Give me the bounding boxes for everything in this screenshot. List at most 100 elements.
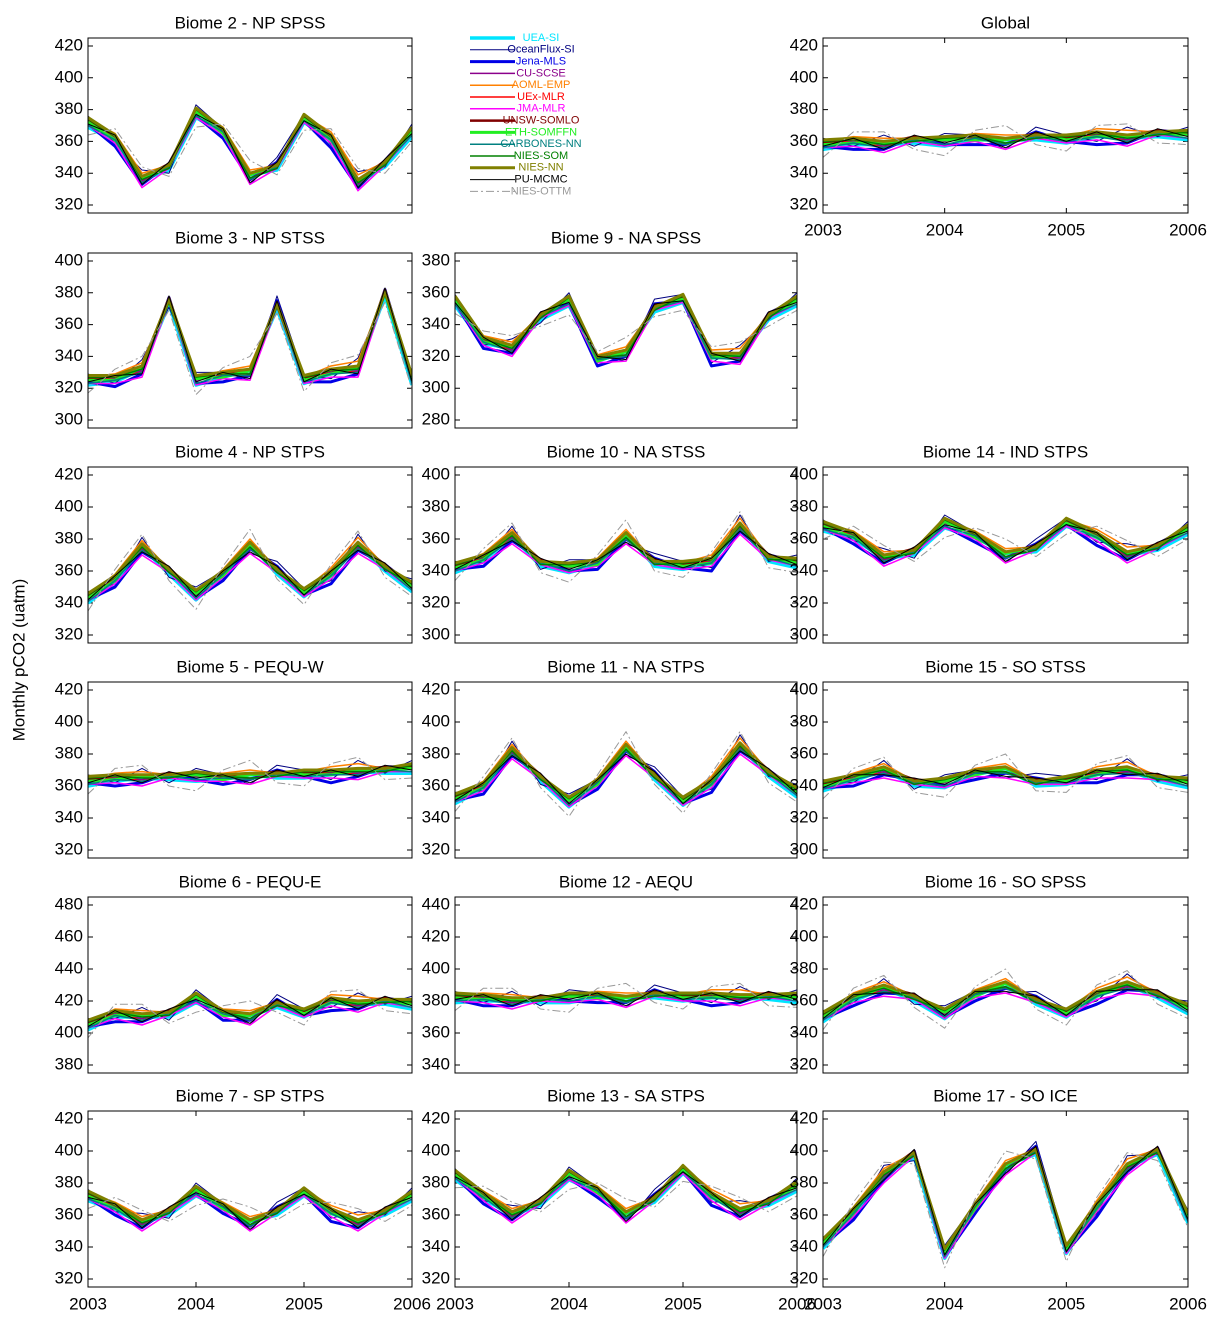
series-line (88, 762, 412, 778)
legend-label: Jena-MLS (516, 56, 566, 68)
series-line (823, 769, 1188, 789)
series-line (455, 530, 797, 570)
y-tick-label: 320 (790, 1054, 818, 1073)
x-tick-label: 2006 (1169, 1294, 1207, 1313)
y-tick-label: 400 (422, 1140, 450, 1159)
y-tick-label: 320 (55, 378, 83, 397)
series-line (823, 761, 1188, 784)
y-tick-label: 320 (422, 592, 450, 611)
axes-frame (822, 681, 1189, 859)
series-line (455, 528, 797, 572)
series-line (823, 775, 1188, 790)
plot-area (88, 38, 412, 213)
series-line (823, 523, 1188, 563)
y-tick-label: 320 (790, 195, 818, 214)
series-line (823, 519, 1188, 559)
y-tick-label: 380 (790, 99, 818, 118)
y-tick-label: 400 (55, 1140, 83, 1159)
series-group (88, 756, 412, 795)
plot-area (455, 897, 797, 1073)
y-tick-label: 340 (55, 592, 83, 611)
series-group (823, 968, 1188, 1031)
series-line (88, 1001, 412, 1029)
series-group (823, 514, 1188, 567)
series-line (823, 127, 1188, 143)
series-line (823, 980, 1188, 1014)
x-tick-label: 2005 (285, 1294, 323, 1313)
y-tick-label: 380 (55, 99, 83, 118)
axes-frame (87, 37, 413, 214)
series-line (823, 987, 1188, 1021)
series-line (823, 1150, 1188, 1258)
axes-frame (454, 681, 798, 859)
series-line (88, 993, 412, 1023)
panel-title: Biome 4 - NP STPS (175, 442, 325, 461)
x-tick-label: 2004 (177, 1294, 215, 1313)
panel: Biome 13 - SA STPS 320 340 360 380 400 420 2003… (422, 1086, 816, 1313)
panel: Biome 15 - SO STSS 300 320 340 360 380 400 (790, 657, 1189, 859)
y-tick-label: 400 (55, 1022, 83, 1041)
panel-title: Biome 15 - SO STSS (925, 657, 1086, 676)
y-tick-label: 300 (790, 839, 818, 858)
y-tick-label: 420 (55, 464, 83, 483)
series-line (455, 300, 797, 362)
legend-label: UEA-SI (523, 32, 560, 44)
y-tick-label: 340 (55, 163, 83, 182)
series-line (455, 521, 797, 565)
series-line (823, 519, 1188, 553)
panel-title: Biome 3 - NP STSS (175, 228, 325, 247)
series-line (455, 993, 797, 1005)
y-tick-label: 400 (790, 464, 818, 483)
y-tick-label: 280 (422, 410, 450, 429)
series-line (823, 984, 1188, 1015)
series-line (88, 769, 412, 786)
y-tick-label: 480 (55, 894, 83, 913)
series-line (88, 989, 412, 1039)
series-line (823, 989, 1188, 1019)
y-tick-label: 360 (422, 528, 450, 547)
axes-frame (87, 681, 413, 859)
plot-area (88, 253, 412, 428)
y-tick-label: 320 (422, 839, 450, 858)
y-tick-label: 340 (55, 807, 83, 826)
panel-title: Biome 14 - IND STPS (923, 442, 1088, 461)
series-line (455, 989, 797, 1007)
y-tick-label: 300 (790, 624, 818, 643)
y-tick-label: 400 (55, 496, 83, 515)
panel: Global 320 340 360 380 400 420 2003 2004 2005 2006 (790, 13, 1207, 239)
series-line (455, 517, 797, 566)
axes-frame (822, 37, 1189, 214)
legend-label: UNSW-SOMLO (503, 115, 580, 127)
panel: Biome 7 - SP STPS 320 340 360 380 400 420 2003 2… (55, 1086, 431, 1313)
series-line (455, 1171, 797, 1222)
axes-frame (822, 466, 1189, 644)
x-tick-label: 2003 (804, 220, 842, 239)
series-line (455, 993, 797, 1002)
y-tick-label: 380 (422, 1172, 450, 1191)
y-tick-label: 400 (55, 250, 83, 269)
panel: Biome 17 - SO ICE 320 340 360 380 400 420 2003 2… (790, 1086, 1207, 1313)
panel-title: Biome 11 - NA STPS (547, 657, 704, 676)
series-line (455, 511, 797, 583)
series-group (455, 982, 797, 1013)
panel-title: Biome 9 - NA SPSS (551, 228, 701, 247)
series-group (823, 1140, 1188, 1269)
y-tick-label: 360 (55, 314, 83, 333)
series-line (88, 108, 412, 184)
y-tick-label: 420 (790, 35, 818, 54)
series-line (455, 1168, 797, 1215)
plot-area (88, 1111, 412, 1287)
series-line (88, 528, 412, 612)
y-tick-label: 420 (790, 1108, 818, 1127)
panel-title: Biome 17 - SO ICE (933, 1086, 1078, 1105)
series-line (823, 765, 1188, 783)
series-line (455, 982, 797, 1013)
y-tick-label: 340 (422, 314, 450, 333)
series-line (455, 1163, 797, 1214)
series-line (823, 976, 1188, 1015)
series-line (455, 731, 797, 817)
axes-frame (454, 466, 798, 644)
series-line (88, 993, 412, 1023)
y-tick-label: 340 (790, 1236, 818, 1255)
